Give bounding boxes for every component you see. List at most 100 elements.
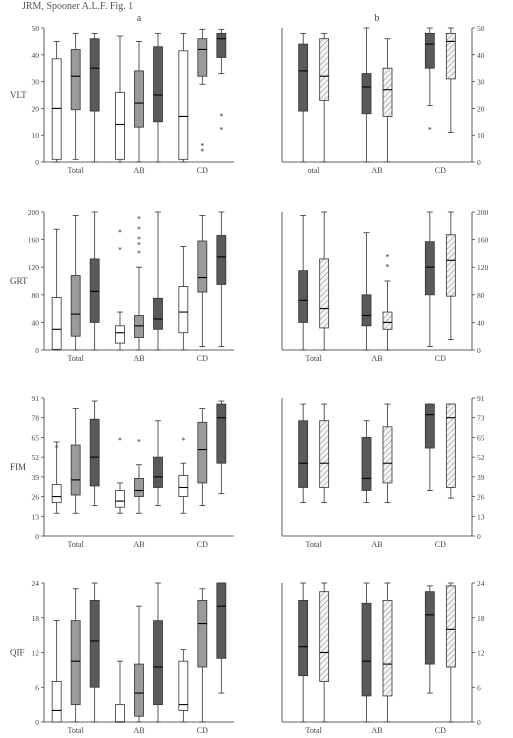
box-iqr <box>115 490 125 508</box>
box-iqr <box>89 38 100 112</box>
y-tick-label: 26 <box>477 493 485 502</box>
box-ab-white: ** <box>115 228 125 351</box>
box-ab-dark <box>153 420 163 507</box>
box-iqr <box>89 599 100 688</box>
outlier-point: * <box>386 263 390 272</box>
box-ab-light: * <box>134 437 144 514</box>
outlier-point: * <box>137 437 141 446</box>
x-category-label: AB <box>371 540 382 549</box>
y-tick-label: 40 <box>32 318 40 327</box>
box-cd-hatch <box>445 27 456 133</box>
y-tick-label: 0 <box>35 158 39 167</box>
box-total-dark <box>298 215 309 351</box>
box-cd-dark: ** <box>216 28 227 134</box>
box-iqr <box>134 477 144 497</box>
y-tick-label: 78 <box>32 414 40 423</box>
y-axis-label: FIM <box>10 462 26 472</box>
box-ab-white <box>115 35 125 163</box>
x-category-label: CD <box>435 166 446 175</box>
x-category-label: AB <box>133 354 144 363</box>
y-tick-label: 50 <box>32 24 40 33</box>
x-category-label: Total <box>306 354 323 363</box>
box-cd-hatch <box>445 403 456 499</box>
box-iqr <box>216 582 227 659</box>
box-iqr <box>153 46 163 123</box>
x-category-label: CD <box>435 354 446 363</box>
y-tick-label: 10 <box>32 131 40 140</box>
x-category-label: Total <box>68 354 85 363</box>
box-cd-white: * <box>178 436 189 514</box>
box-iqr <box>382 599 393 697</box>
box-iqr <box>298 420 309 488</box>
y-tick-label: 80 <box>32 291 40 300</box>
box-iqr <box>70 620 81 706</box>
box-iqr <box>361 73 372 115</box>
box-iqr <box>445 32 456 80</box>
box-ab-dark <box>361 27 372 163</box>
y-tick-label: 160 <box>477 236 489 245</box>
box-iqr <box>70 275 81 337</box>
box-iqr <box>382 67 393 117</box>
box-iqr <box>153 620 163 706</box>
y-tick-label: 0 <box>35 346 39 355</box>
box-cd-light <box>197 408 208 507</box>
box-iqr <box>51 681 62 723</box>
box-iqr <box>319 258 330 329</box>
box-iqr <box>178 474 189 497</box>
box-iqr <box>134 663 144 717</box>
x-category-label: AB <box>133 540 144 549</box>
y-tick-label: 12 <box>477 649 485 658</box>
box-iqr <box>382 311 393 330</box>
y-tick-label: 52 <box>32 453 40 462</box>
y-tick-label: 120 <box>477 263 489 272</box>
x-category-label: CD <box>435 540 446 549</box>
box-iqr <box>319 420 330 488</box>
y-tick-label: 6 <box>477 683 481 692</box>
box-cd-dark <box>424 585 435 694</box>
outlier-point: * <box>118 228 122 237</box>
x-category-label: otal <box>308 166 321 175</box>
box-total-light <box>70 32 81 160</box>
box-iqr <box>298 270 309 323</box>
outlier-point: * <box>200 141 204 150</box>
y-tick-label: 39 <box>32 473 40 482</box>
x-category-label: CD <box>197 354 208 363</box>
box-ab-hatch <box>382 38 393 163</box>
y-tick-label: 200 <box>28 208 40 217</box>
box-iqr <box>445 403 456 488</box>
y-tick-label: 50 <box>477 24 485 33</box>
box-total-hatch <box>319 211 330 351</box>
box-total-dark <box>89 211 100 351</box>
y-tick-label: 18 <box>32 614 40 623</box>
y-tick-label: 30 <box>32 78 40 87</box>
box-ab-light: ***** <box>134 214 144 351</box>
y-tick-label: 20 <box>32 104 40 113</box>
box-cd-dark <box>424 211 435 347</box>
box-iqr <box>197 421 208 484</box>
box-iqr <box>134 315 144 338</box>
box-cd-white <box>178 32 189 163</box>
box-cd-dark <box>216 400 227 494</box>
plot-fim-b: 0 13 26 39 52 65 73 91 Total AB CD <box>281 394 485 549</box>
x-category-label: AB <box>133 726 144 735</box>
y-tick-label: 0 <box>35 532 39 541</box>
box-ab-light <box>134 41 144 163</box>
box-total-dark <box>298 403 309 504</box>
box-iqr <box>361 437 372 491</box>
y-tick-label: 0 <box>35 718 39 727</box>
box-iqr <box>178 286 189 334</box>
box-iqr <box>178 660 189 711</box>
panel-label: b <box>375 13 380 24</box>
y-axis-label: QIF <box>10 648 25 658</box>
box-iqr <box>445 585 456 668</box>
box-iqr <box>424 591 435 665</box>
box-iqr <box>197 599 208 668</box>
box-ab-hatch <box>382 403 393 504</box>
outlier-point: * <box>219 125 223 134</box>
outlier-point: * <box>55 444 59 453</box>
outlier-point: * <box>137 235 141 244</box>
x-category-label: AB <box>371 354 382 363</box>
box-ab-dark <box>361 420 372 504</box>
box-iqr <box>70 444 81 496</box>
